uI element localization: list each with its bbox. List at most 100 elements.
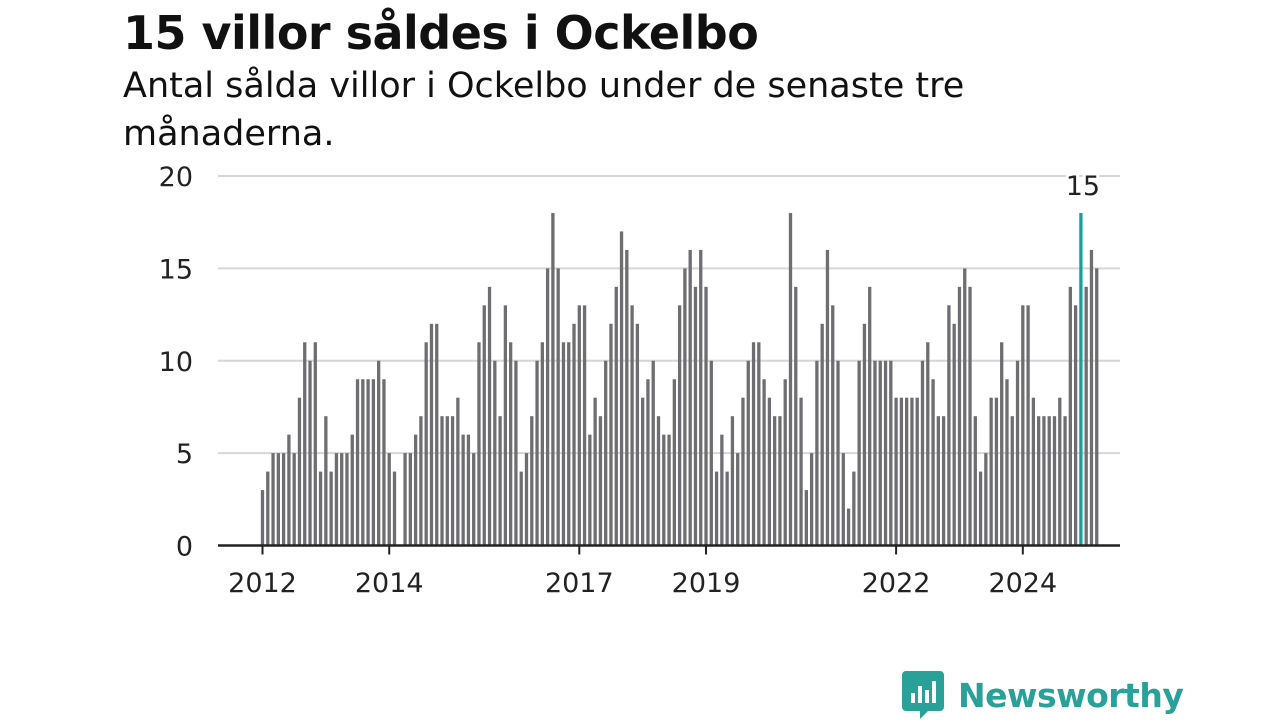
bar	[276, 453, 280, 546]
bar	[794, 286, 798, 546]
bar	[567, 342, 571, 546]
newsworthy-logo: Newsworthy	[902, 671, 1184, 719]
data-labels: 15	[1063, 168, 1103, 205]
bar	[1026, 305, 1030, 546]
bar	[403, 453, 407, 546]
bar	[271, 453, 275, 546]
bar	[371, 379, 376, 546]
bar	[936, 416, 940, 546]
bar	[741, 397, 745, 546]
bar	[831, 305, 835, 546]
x-tick-label: 2022	[862, 568, 931, 599]
bar	[646, 379, 650, 546]
bar	[387, 453, 391, 546]
x-tick-label: 2014	[355, 568, 424, 599]
bar	[778, 416, 782, 546]
bar	[260, 490, 265, 546]
bar	[487, 286, 492, 546]
bars	[260, 212, 1099, 546]
bar	[1031, 397, 1036, 546]
bar	[477, 342, 481, 546]
bar	[625, 249, 629, 546]
bar	[1084, 286, 1088, 546]
bar	[825, 249, 830, 546]
bar	[619, 231, 624, 546]
bar	[688, 249, 692, 546]
bar	[334, 453, 339, 546]
bar	[493, 360, 497, 546]
bar	[746, 360, 750, 546]
bar	[873, 360, 877, 546]
bar	[340, 453, 344, 546]
bar	[820, 323, 824, 546]
bar	[767, 397, 772, 546]
bar	[883, 360, 888, 546]
bar	[530, 416, 534, 546]
bar	[303, 342, 307, 546]
bar	[926, 342, 930, 546]
bar	[751, 342, 756, 546]
bar	[593, 397, 597, 546]
bar	[667, 434, 671, 546]
bar	[720, 434, 724, 546]
bar	[788, 212, 793, 546]
bar	[355, 379, 360, 546]
bar	[693, 286, 698, 546]
bar	[266, 471, 270, 546]
bar	[725, 471, 729, 546]
bar	[910, 397, 914, 546]
bar	[1095, 268, 1099, 546]
bar	[498, 416, 502, 546]
bar	[461, 434, 465, 546]
gridlines	[218, 175, 1120, 455]
bar	[577, 305, 581, 546]
bar	[857, 360, 861, 546]
bar	[841, 453, 845, 546]
bar	[836, 360, 840, 546]
bar	[1021, 305, 1025, 546]
bar	[392, 471, 397, 546]
bar	[773, 416, 777, 546]
bar	[281, 453, 286, 546]
y-tick-label: 15	[159, 254, 193, 285]
bar	[709, 360, 713, 546]
brand-name: Newsworthy	[958, 675, 1184, 715]
y-tick-label: 10	[159, 347, 193, 378]
bar	[313, 342, 317, 546]
x-axis-ticks: 2012 2014 2017 2019 2022 2024	[228, 545, 1057, 599]
bar	[514, 360, 518, 546]
bar	[324, 416, 328, 546]
bar	[889, 360, 893, 546]
bar	[482, 305, 486, 546]
bar	[683, 268, 687, 546]
bar	[456, 397, 460, 546]
x-tick-label: 2012	[228, 568, 297, 599]
bar	[297, 397, 302, 546]
bar-latest	[1079, 212, 1083, 546]
bar	[714, 471, 719, 546]
bar	[503, 305, 508, 546]
bar	[1037, 416, 1041, 546]
bar	[450, 416, 455, 546]
bar	[598, 416, 603, 546]
bar	[815, 360, 819, 546]
bar	[472, 453, 476, 546]
y-tick-label: 20	[159, 162, 193, 193]
bar	[677, 305, 682, 546]
bar	[630, 305, 634, 546]
bar	[540, 342, 544, 546]
bar	[308, 360, 312, 546]
bar	[963, 268, 967, 546]
bar	[292, 453, 296, 546]
bar	[440, 416, 444, 546]
bar	[651, 360, 655, 546]
bar	[551, 212, 555, 546]
bar	[984, 453, 988, 546]
bar	[989, 397, 993, 546]
chart-subtitle: Antal sålda villor i Ockelbo under de se…	[123, 66, 965, 154]
bar	[730, 416, 735, 546]
bar	[736, 453, 740, 546]
bar	[804, 490, 808, 546]
bar	[424, 342, 428, 546]
bar	[968, 286, 972, 546]
